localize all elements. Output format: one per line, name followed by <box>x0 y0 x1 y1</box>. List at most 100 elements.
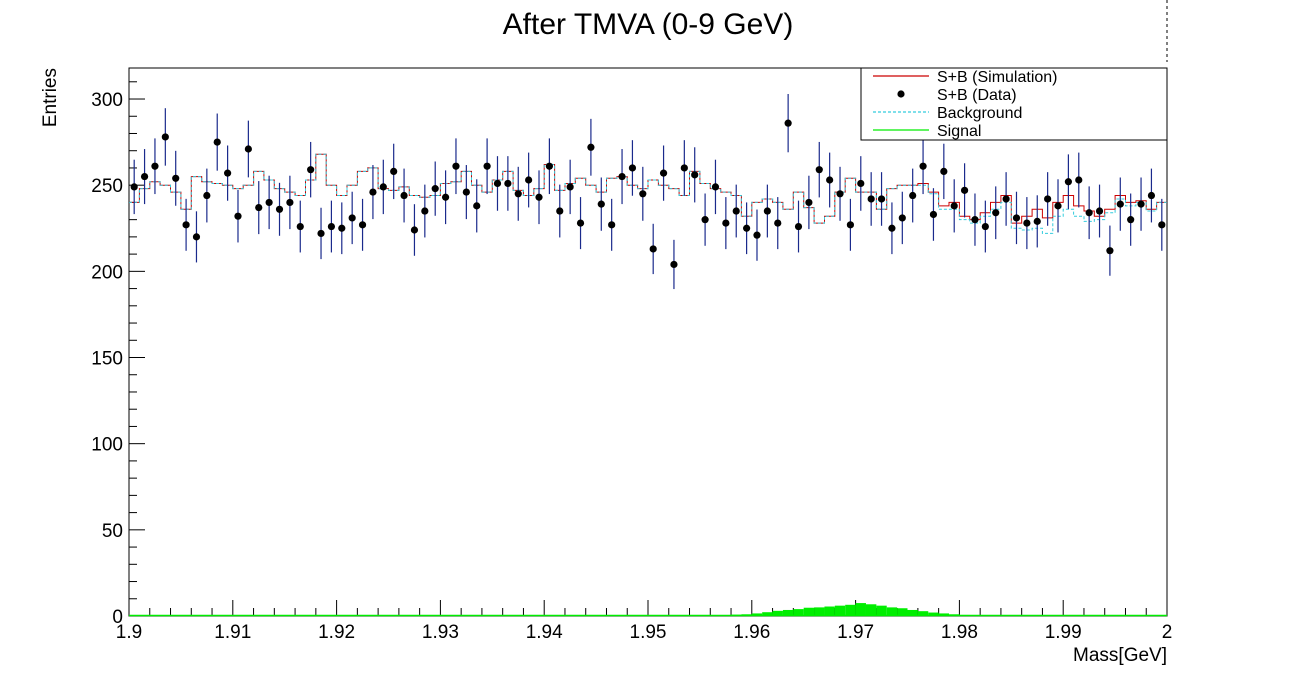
data-point <box>639 190 647 198</box>
data-point <box>846 221 855 229</box>
data-point <box>597 200 605 208</box>
legend-entry-label: Background <box>937 105 1022 122</box>
data-point <box>514 190 522 198</box>
data-point <box>265 198 273 207</box>
data-point <box>192 233 201 241</box>
data-point <box>1106 247 1114 255</box>
data-point <box>909 191 917 200</box>
legend-entry-label: S+B (Simulation) <box>937 69 1058 86</box>
legend-box <box>860 67 1168 141</box>
data-point <box>172 174 180 182</box>
data-point <box>1064 178 1072 186</box>
data-point <box>1023 219 1031 227</box>
data-point <box>140 172 149 181</box>
data-point <box>182 221 190 229</box>
data-point <box>390 167 398 175</box>
y-tick-label: 50 <box>102 521 123 542</box>
data-point <box>940 167 948 175</box>
data-point <box>743 224 751 232</box>
data-point <box>691 171 699 179</box>
data-point <box>722 219 730 227</box>
data-point <box>659 169 668 177</box>
data-point <box>628 164 637 172</box>
data-point <box>317 229 325 238</box>
signal-bar <box>782 609 794 616</box>
data-point <box>452 162 460 170</box>
data-point <box>919 162 927 170</box>
data-point <box>151 162 159 170</box>
data-point <box>836 190 844 198</box>
data-point <box>763 207 771 215</box>
data-point <box>587 143 595 151</box>
data-point <box>296 222 304 231</box>
data-point <box>348 214 356 222</box>
data-point <box>431 185 439 193</box>
chart-title: After TMVA (0-9 GeV) <box>503 8 794 41</box>
x-tick-label: 1.94 <box>526 622 563 643</box>
data-point <box>826 176 834 184</box>
data-point <box>1095 207 1104 215</box>
data-point <box>1012 214 1021 222</box>
data-point <box>1075 176 1083 184</box>
signal-bar <box>762 612 773 616</box>
signal-bar <box>845 604 856 616</box>
data-point <box>286 198 294 207</box>
signal-bar <box>751 613 763 616</box>
data-point <box>711 183 720 191</box>
legend-marker-data <box>897 90 905 98</box>
x-tick-label: 1.95 <box>630 622 667 643</box>
data-point <box>929 210 938 219</box>
data-point <box>1044 195 1052 203</box>
data-point <box>1033 217 1041 225</box>
data-point <box>888 224 896 232</box>
data-point <box>566 183 574 191</box>
legend-entry-label: Signal <box>937 123 981 140</box>
data-point <box>203 191 211 200</box>
signal-bar <box>917 611 929 616</box>
data-point <box>1158 221 1166 229</box>
data-point <box>805 198 813 207</box>
background-step-line <box>129 153 1167 234</box>
axis-ticks: 1.9 1.91 1.92 1.93 1.94 1.95 1.96 1.97 1.98 1.99 2… <box>91 81 1172 643</box>
legend: S+B (Simulation)S+B (Data)BackgroundSign… <box>860 67 1168 141</box>
data-point <box>556 207 564 215</box>
data-point <box>161 133 169 141</box>
data-point <box>379 183 387 191</box>
data-point <box>1147 191 1156 200</box>
data-point <box>1054 202 1062 210</box>
data-point <box>649 245 657 253</box>
data-point <box>992 209 1000 217</box>
x-tick-label: 1.91 <box>214 622 251 643</box>
x-tick-label: 1.97 <box>837 622 874 643</box>
y-tick-label: 150 <box>91 349 123 370</box>
x-tick-label: 1.98 <box>941 622 978 643</box>
x-tick-label: 1.93 <box>422 622 459 643</box>
data-point <box>1116 200 1124 208</box>
data-point <box>877 195 886 203</box>
x-tick-label: 1.96 <box>733 622 770 643</box>
data-point <box>1002 195 1010 203</box>
data-point <box>255 203 263 212</box>
data-point <box>327 222 336 231</box>
data-point <box>307 166 315 174</box>
data-point <box>618 172 626 181</box>
data-point <box>981 222 989 231</box>
data-point <box>732 207 740 215</box>
data-point <box>1137 200 1145 208</box>
x-tick-label: 1.9 <box>116 622 142 643</box>
data-point <box>462 188 470 196</box>
data-point <box>950 202 958 210</box>
data-point <box>525 176 533 184</box>
signal-bar <box>772 610 783 616</box>
data-point <box>234 212 242 220</box>
data-point <box>244 145 252 153</box>
data-point <box>815 166 823 174</box>
data-point <box>504 179 512 188</box>
data-point <box>960 186 969 194</box>
legend-entry-label: S+B (Data) <box>937 87 1017 104</box>
data-point <box>898 214 906 222</box>
signal-bar <box>814 607 825 616</box>
data-point <box>130 183 138 191</box>
data-point <box>421 207 429 215</box>
